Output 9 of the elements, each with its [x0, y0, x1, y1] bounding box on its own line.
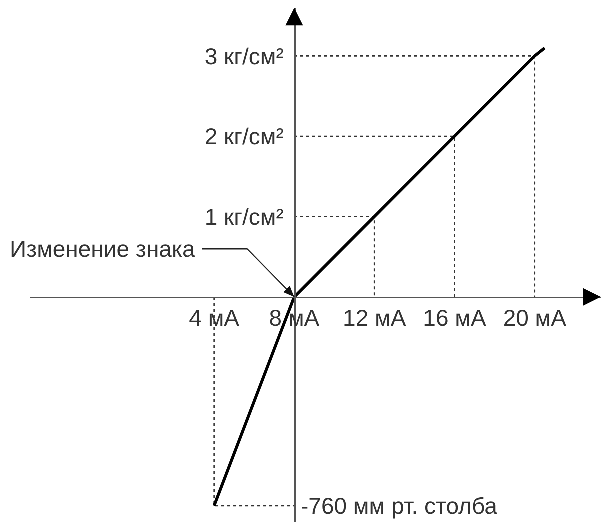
- y-tick-label: 1 кг/см²: [204, 204, 284, 230]
- annotation: Изменение знака: [10, 236, 196, 262]
- y-tick-label: 2 кг/см²: [204, 124, 284, 150]
- x-tick-label: 12 мА: [343, 305, 407, 332]
- x-tick-label: 16 мА: [423, 305, 487, 332]
- x-tick-label: 4 мА: [189, 305, 240, 332]
- x-tick-label: 20 мА: [503, 305, 568, 332]
- annotation: -760 мм рт. столба: [301, 493, 498, 519]
- y-tick-label: 3 кг/см²: [204, 43, 284, 70]
